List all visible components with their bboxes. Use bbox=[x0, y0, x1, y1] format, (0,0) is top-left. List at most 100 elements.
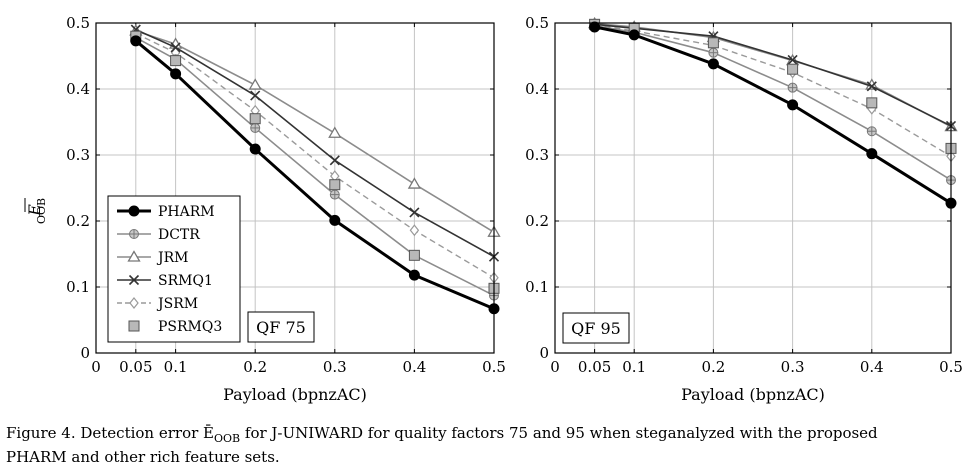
chart-panel-qf95: 0 0.1 0.2 0.3 0.4 0.5 0 0.05 0.1 0.2 0.3 0.4 0.5 Payl… bbox=[525, 14, 963, 404]
data-point-pharm bbox=[130, 35, 142, 47]
data-point-dctr bbox=[708, 47, 719, 58]
x-tick-label: 0.05 bbox=[119, 358, 152, 376]
x-tick-label: 0.2 bbox=[243, 358, 267, 376]
legend-label: PHARM bbox=[158, 204, 215, 220]
data-point-srmq1 bbox=[866, 81, 877, 92]
data-point-pharm bbox=[628, 29, 640, 41]
legend-marker-pharm bbox=[128, 205, 140, 217]
data-point-jrm bbox=[248, 78, 262, 90]
x-tick-label: 0.1 bbox=[622, 358, 646, 376]
y-tick-label: 0 bbox=[539, 344, 549, 362]
x-tick-label: 0 bbox=[550, 358, 560, 376]
qf-annotation-label: QF 95 bbox=[571, 319, 621, 338]
data-point-pharm bbox=[707, 58, 719, 70]
data-point-psrmq3 bbox=[170, 55, 182, 67]
data-point-psrmq3 bbox=[787, 63, 799, 75]
legend-marker-psrmq3 bbox=[128, 320, 140, 332]
y-axis-label-main: E bbox=[25, 204, 44, 217]
data-point-pharm bbox=[589, 21, 601, 33]
caption-line1: Figure 4. Detection error ĒOOB for J-UNI… bbox=[6, 424, 878, 445]
x-axis-label: Payload (bpnzAC) bbox=[681, 385, 825, 404]
data-point-pharm bbox=[787, 99, 799, 111]
legend-entry-jsrm: JSRM bbox=[117, 296, 198, 312]
legend-label: JSRM bbox=[156, 296, 198, 312]
data-point-psrmq3 bbox=[329, 179, 341, 191]
qf-annotation-box bbox=[562, 312, 630, 344]
series-srmq1 bbox=[589, 19, 957, 132]
x-tick-label: 0.1 bbox=[164, 358, 188, 376]
qf-annotation-label: QF 75 bbox=[256, 318, 306, 337]
data-point-dctr bbox=[329, 189, 340, 200]
y-tick-label: 0 bbox=[80, 344, 90, 362]
data-point-psrmq3 bbox=[249, 113, 261, 125]
data-point-psrmq3 bbox=[408, 249, 420, 261]
data-point-pharm bbox=[170, 68, 182, 80]
y-tick-label: 0.5 bbox=[66, 14, 90, 32]
legend-marker-jsrm bbox=[129, 297, 139, 309]
series-line-jsrm bbox=[135, 32, 495, 279]
plot-frame bbox=[95, 22, 495, 354]
legend-entry-dctr: DCTR bbox=[117, 227, 200, 243]
data-point-dctr bbox=[787, 82, 798, 93]
y-axis-label-sub: OOB bbox=[35, 198, 48, 224]
series-line-dctr bbox=[594, 24, 952, 181]
data-point-jrm bbox=[328, 126, 342, 138]
series-jsrm bbox=[589, 19, 956, 163]
series-line-srmq1 bbox=[135, 28, 495, 258]
legend-label: PSRMQ3 bbox=[158, 319, 222, 335]
series-dctr bbox=[589, 20, 956, 186]
figure-caption: Figure 4. Detection error ĒOOB for J-UNI… bbox=[6, 424, 974, 467]
data-point-jsrm bbox=[409, 224, 420, 237]
x-tick-label: 0.5 bbox=[939, 358, 963, 376]
x-tick-label: 0.3 bbox=[323, 358, 347, 376]
series-line-pharm bbox=[594, 25, 952, 205]
series-line-dctr bbox=[135, 36, 495, 297]
series-line-srmq1 bbox=[594, 23, 952, 127]
legend-marker-dctr bbox=[129, 229, 139, 239]
legend-entry-srmq1: SRMQ1 bbox=[117, 273, 213, 289]
data-point-pharm bbox=[249, 143, 261, 155]
data-point-psrmq3 bbox=[707, 37, 719, 49]
y-tick-label: 0.4 bbox=[66, 80, 90, 98]
legend-box bbox=[107, 195, 241, 343]
data-point-pharm bbox=[408, 269, 420, 281]
x-tick-label: 0 bbox=[91, 358, 101, 376]
y-tick-label: 0.5 bbox=[525, 14, 549, 32]
data-point-srmq1 bbox=[409, 207, 420, 218]
x-tick-label: 0.3 bbox=[781, 358, 805, 376]
figure: 0 0.1 0.2 0.3 0.4 0.5 0 0.05 0.1 0.2 0.3 0.4 0.5 Payl… bbox=[24, 14, 963, 404]
legend-label: JRM bbox=[156, 250, 189, 266]
data-point-srmq1 bbox=[170, 42, 181, 53]
legend-entry-psrmq3: PSRMQ3 bbox=[128, 319, 222, 335]
data-point-pharm bbox=[866, 148, 878, 160]
series-pharm bbox=[130, 35, 500, 315]
caption-line2: PHARM and other rich feature sets. bbox=[6, 448, 280, 466]
data-point-srmq1 bbox=[250, 90, 261, 101]
data-point-dctr bbox=[250, 122, 261, 133]
x-tick-label: 0.4 bbox=[860, 358, 884, 376]
plot-frame bbox=[554, 22, 952, 354]
legend-label: DCTR bbox=[158, 227, 200, 243]
qf-annotation-box bbox=[247, 311, 315, 343]
y-tick-label: 0.1 bbox=[66, 278, 90, 296]
chart-panel-qf75: 0 0.1 0.2 0.3 0.4 0.5 0 0.05 0.1 0.2 0.3 0.4 0.5 Payl… bbox=[66, 14, 506, 404]
data-point-jrm bbox=[407, 177, 422, 189]
legend-label: SRMQ1 bbox=[158, 273, 213, 289]
x-tick-label: 0.4 bbox=[402, 358, 426, 376]
qf-annotation: QF 95 bbox=[562, 312, 630, 344]
y-tick-label: 0.2 bbox=[525, 212, 549, 230]
series-pharm bbox=[589, 21, 957, 209]
x-tick-label: 0.5 bbox=[482, 358, 506, 376]
y-tick-label: 0.2 bbox=[66, 212, 90, 230]
x-tick-label: 0.05 bbox=[578, 358, 611, 376]
series-line-jrm bbox=[594, 22, 952, 128]
y-tick-label: 0.3 bbox=[525, 146, 549, 164]
legend: PHARM DCTR JRM SRMQ1 JSRM PSRMQ3 bbox=[107, 195, 241, 343]
data-point-dctr bbox=[866, 126, 877, 137]
data-point-srmq1 bbox=[787, 54, 798, 66]
data-point-srmq1 bbox=[329, 155, 340, 166]
x-axis-label: Payload (bpnzAC) bbox=[223, 385, 367, 404]
legend-entry-pharm: PHARM bbox=[117, 204, 215, 220]
